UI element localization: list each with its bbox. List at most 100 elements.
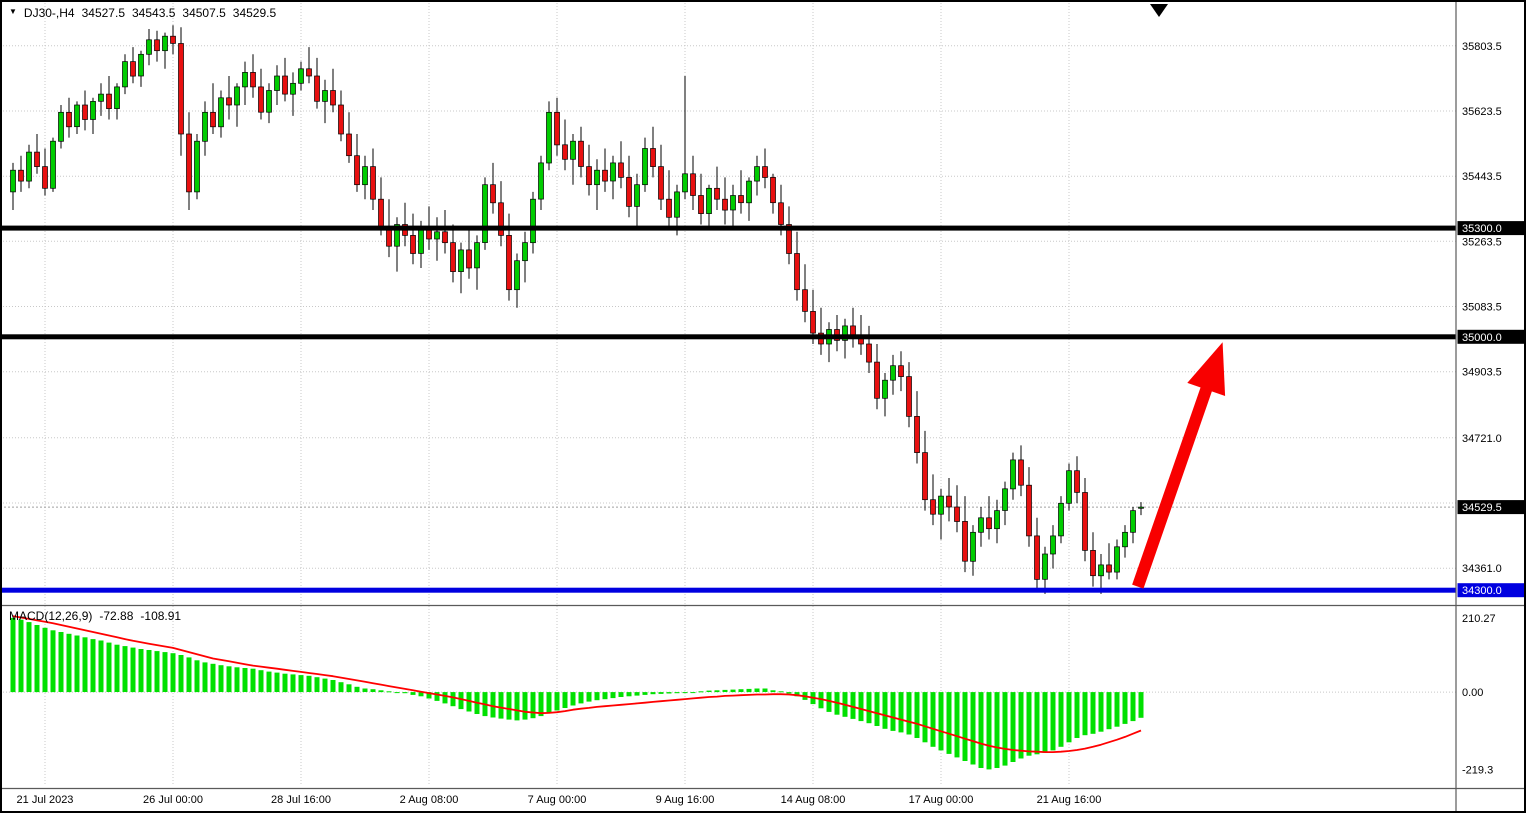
macd-bar (858, 692, 864, 722)
macd-bar (394, 692, 400, 694)
macd-bar (882, 692, 888, 729)
macd-bar (362, 688, 368, 692)
macd-bar (850, 692, 856, 719)
macd-bar (34, 625, 40, 693)
current-price-badge: 34529.5 (1457, 500, 1525, 515)
candle (242, 61, 248, 105)
candle (50, 137, 56, 192)
macd-plot-area[interactable] (0, 608, 1456, 786)
macd-bar (450, 692, 456, 707)
macd-bar (554, 692, 560, 711)
candle (170, 25, 176, 55)
macd-bar (282, 673, 288, 693)
price-axis[interactable] (1456, 0, 1526, 813)
candle (1114, 539, 1120, 580)
candle (34, 134, 40, 174)
candle (682, 76, 688, 200)
macd-bar (898, 692, 904, 733)
candle (42, 148, 48, 196)
candle (274, 65, 280, 105)
macd-bar (738, 689, 744, 692)
candle (650, 126, 656, 178)
level-line-34300.0[interactable] (0, 587, 1456, 593)
macd-bar (946, 692, 952, 754)
candle (994, 499, 1000, 544)
candle (626, 155, 632, 218)
candle (1058, 496, 1064, 544)
candle (258, 68, 264, 120)
candle (538, 155, 544, 210)
macd-bar (1138, 692, 1144, 718)
macd-bar (306, 675, 312, 692)
price-level-badge: 35000.0 (1457, 329, 1525, 344)
macd-bar (682, 692, 688, 694)
macd-bar (698, 691, 704, 693)
macd-bar (666, 692, 672, 694)
time-axis[interactable] (0, 789, 1456, 813)
candle (490, 162, 496, 214)
macd-bar (506, 692, 512, 720)
candle (306, 47, 312, 84)
macd-bar (650, 692, 656, 695)
candle (1050, 525, 1056, 569)
macd-bar (626, 692, 632, 697)
macd-bar (410, 692, 416, 695)
macd-bar (418, 692, 424, 697)
candle (898, 351, 904, 392)
macd-bar (490, 692, 496, 718)
macd-bar (674, 692, 680, 694)
level-line-35300.0[interactable] (0, 225, 1456, 231)
time-axis-label: 17 Aug 00:00 (909, 794, 974, 806)
candle (338, 90, 344, 142)
macd-bar (106, 642, 112, 692)
candle (978, 507, 984, 547)
macd-bar (746, 688, 752, 693)
candle (362, 155, 368, 200)
macd-bar (322, 678, 328, 692)
macd-signal-value: -108.91 (140, 609, 182, 623)
candle (1002, 481, 1008, 526)
time-axis-label: 21 Jul 2023 (17, 794, 74, 806)
macd-bar (186, 657, 192, 692)
candle (146, 29, 152, 66)
candle (218, 90, 224, 138)
macd-bar (122, 646, 128, 692)
macd-tick-label: -219.3 (1462, 765, 1493, 777)
candle (1090, 532, 1096, 587)
candle (314, 57, 320, 109)
macd-bar (234, 667, 240, 692)
candle (178, 27, 184, 156)
macd-bar (370, 689, 376, 692)
candle (546, 101, 552, 171)
macd-bar (250, 668, 256, 692)
macd-bar (82, 637, 88, 692)
candle (698, 173, 704, 225)
macd-bar (1122, 692, 1128, 724)
macd-bar (754, 688, 760, 692)
macd-bar (1082, 692, 1088, 736)
time-axis-label: 26 Jul 00:00 (143, 794, 203, 806)
candle (586, 144, 592, 196)
level-line-35000.0[interactable] (0, 334, 1456, 340)
macd-bar (962, 692, 968, 761)
macd-bar (522, 692, 528, 720)
candle (530, 191, 536, 254)
candle (498, 181, 504, 247)
macd-bar (338, 682, 344, 693)
time-axis-label: 28 Jul 16:00 (271, 794, 331, 806)
candle (570, 134, 576, 185)
candle (466, 228, 472, 279)
candle (450, 224, 456, 283)
candle (154, 30, 160, 62)
main-plot-area[interactable] (0, 0, 1456, 604)
trend-arrow[interactable] (1132, 342, 1226, 589)
macd-bar (786, 692, 792, 694)
candle (1066, 463, 1072, 511)
candle (298, 61, 304, 91)
macd-bar (658, 692, 664, 694)
macd-bar (938, 692, 944, 751)
candle (346, 112, 352, 163)
